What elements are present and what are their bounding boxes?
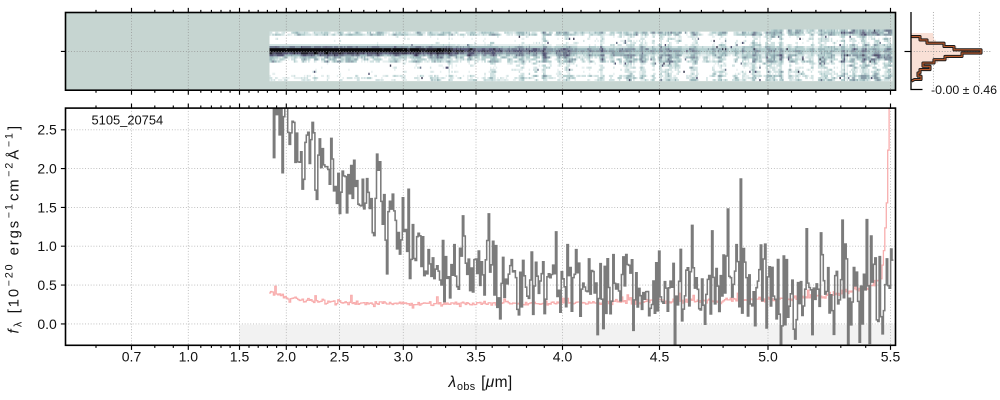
svg-text:2.5: 2.5 [330, 349, 350, 365]
svg-text:1.5: 1.5 [230, 349, 250, 365]
svg-text:-0.00 ± 0.46: -0.00 ± 0.46 [931, 83, 997, 97]
svg-text:4.5: 4.5 [650, 349, 670, 365]
svg-text:1.0: 1.0 [179, 349, 199, 365]
svg-text:0.0: 0.0 [37, 316, 57, 332]
svg-text:fλ [10−20 ergs−1cm−2Å−1]: fλ [10−20 ergs−1cm−2Å−1] [4, 124, 25, 334]
svg-text:2.0: 2.0 [277, 349, 297, 365]
svg-text:1.5: 1.5 [37, 199, 57, 215]
svg-text:3.5: 3.5 [466, 349, 486, 365]
svg-text:2.0: 2.0 [37, 161, 57, 177]
svg-text:5.0: 5.0 [758, 349, 778, 365]
svg-text:0.5: 0.5 [37, 277, 57, 293]
svg-text:5105_20754: 5105_20754 [92, 113, 164, 128]
svg-text:3.0: 3.0 [394, 349, 414, 365]
svg-text:2.5: 2.5 [37, 122, 57, 138]
svg-text:0.7: 0.7 [122, 349, 142, 365]
svg-text:4.0: 4.0 [553, 349, 573, 365]
svg-text:5.5: 5.5 [881, 349, 901, 365]
svg-text:λobs [μm]: λobs [μm] [448, 374, 513, 393]
svg-text:1.0: 1.0 [37, 238, 57, 254]
